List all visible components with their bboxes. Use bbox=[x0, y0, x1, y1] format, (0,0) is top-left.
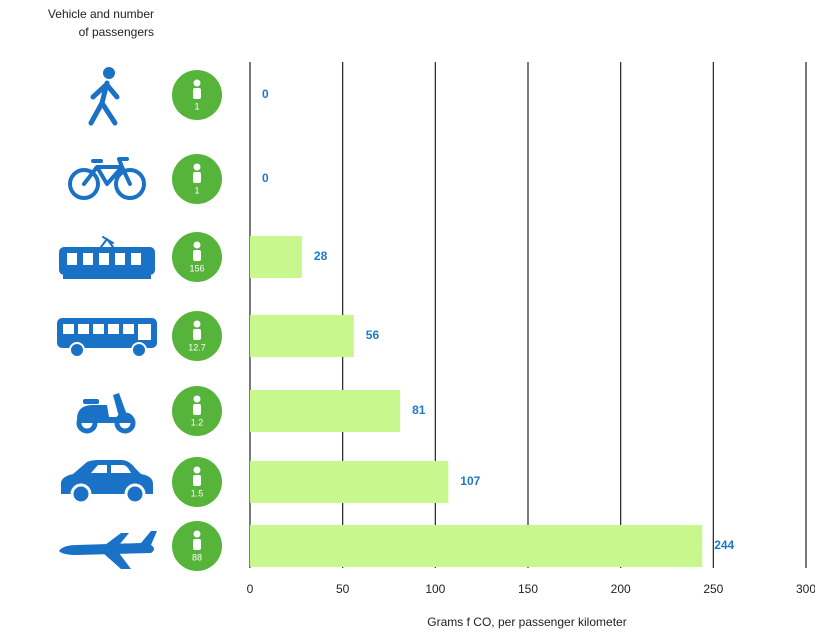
person-head bbox=[193, 79, 201, 87]
walker-icon bbox=[88, 67, 120, 126]
person-body bbox=[193, 88, 201, 99]
passenger-count: 1 bbox=[194, 185, 199, 195]
person-body bbox=[193, 329, 201, 340]
bus-icon bbox=[57, 318, 157, 358]
x-tick-label: 50 bbox=[336, 582, 350, 596]
car-icon bbox=[61, 460, 153, 505]
value-label: 28 bbox=[314, 249, 328, 263]
person-head bbox=[193, 163, 201, 171]
passenger-count: 88 bbox=[192, 552, 202, 562]
value-label: 81 bbox=[412, 403, 426, 417]
x-tick-label: 150 bbox=[518, 582, 538, 596]
x-tick-label: 200 bbox=[611, 582, 631, 596]
person-body bbox=[193, 404, 201, 415]
x-tick-label: 300 bbox=[796, 582, 815, 596]
value-label: 107 bbox=[460, 474, 480, 488]
passenger-count: 156 bbox=[189, 263, 204, 273]
value-label: 244 bbox=[714, 538, 734, 552]
person-body bbox=[193, 250, 201, 261]
value-label: 0 bbox=[262, 171, 269, 185]
person-head bbox=[193, 466, 201, 474]
scooter-icon bbox=[76, 393, 136, 434]
passenger-count: 1.5 bbox=[191, 488, 204, 498]
bar bbox=[250, 461, 449, 503]
x-tick-label: 250 bbox=[703, 582, 723, 596]
passenger-count: 12.7 bbox=[188, 342, 206, 352]
person-head bbox=[193, 395, 201, 403]
person-body bbox=[193, 172, 201, 183]
person-head bbox=[193, 530, 201, 538]
bicycle-icon bbox=[68, 157, 146, 200]
bar bbox=[250, 236, 302, 278]
person-head bbox=[193, 241, 201, 249]
legend-title-line: of passengers bbox=[79, 25, 154, 39]
value-label: 0 bbox=[262, 87, 269, 101]
bar bbox=[250, 390, 401, 432]
x-axis-label: Grams f CO, per passenger kilometer bbox=[427, 615, 626, 629]
plane-icon bbox=[59, 531, 157, 569]
bar bbox=[250, 525, 703, 567]
person-head bbox=[193, 320, 201, 328]
person-body bbox=[193, 539, 201, 550]
bar bbox=[250, 315, 354, 357]
tram-icon bbox=[59, 236, 155, 279]
x-tick-label: 0 bbox=[247, 582, 254, 596]
x-tick-label: 100 bbox=[425, 582, 445, 596]
passenger-count: 1.2 bbox=[191, 417, 204, 427]
legend-title-line: Vehicle and number bbox=[48, 7, 154, 21]
passenger-count: 1 bbox=[194, 101, 199, 111]
value-label: 56 bbox=[366, 328, 380, 342]
person-body bbox=[193, 475, 201, 486]
